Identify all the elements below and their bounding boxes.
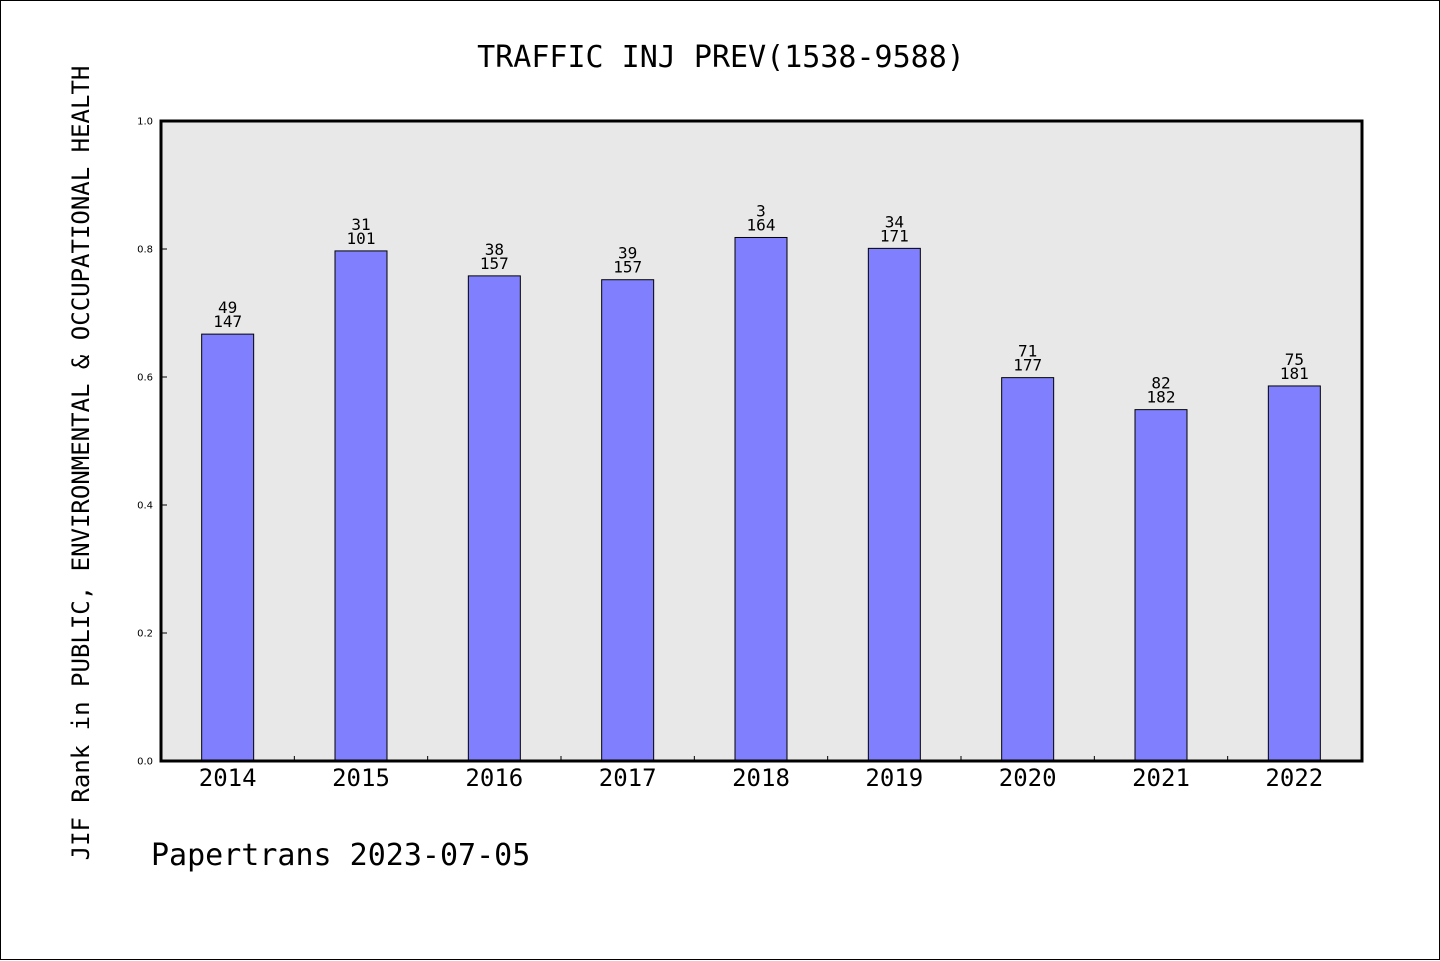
bar-total-label: 164 [747, 215, 776, 234]
x-tick-label: 2018 [732, 764, 790, 792]
bar-rank-label: 82 [1151, 374, 1170, 393]
y-tick-label: 0.6 [137, 373, 153, 384]
x-tick-label: 2016 [465, 764, 523, 792]
bar [867, 247, 921, 762]
bar-total-label: 147 [213, 312, 242, 331]
bar-rank-label: 75 [1285, 350, 1304, 369]
bar-rank-label: 31 [351, 215, 370, 234]
plot-border [159, 119, 1364, 763]
x-tick-label: 2014 [199, 764, 257, 792]
bar-rank-label: 39 [618, 244, 637, 263]
bar-total-label: 181 [1280, 364, 1309, 383]
bar [601, 279, 655, 762]
x-tick-label: 2020 [999, 764, 1057, 792]
bar [734, 236, 788, 762]
x-tick-label: 2021 [1132, 764, 1190, 792]
y-tick-label: 1.0 [137, 117, 153, 128]
bar [467, 275, 521, 762]
bar [1001, 377, 1055, 762]
bar-rank-label: 71 [1018, 342, 1037, 361]
x-tick-label: 2017 [599, 764, 657, 792]
x-tick-label: 2015 [332, 764, 390, 792]
bar-total-label: 157 [480, 254, 509, 273]
bar-rank-label: 38 [485, 240, 504, 259]
bar [201, 333, 255, 762]
bar [334, 250, 388, 762]
y-tick-label: 0.8 [137, 245, 153, 256]
bar-rank-label: 3 [756, 201, 766, 220]
x-tick-label: 2022 [1265, 764, 1323, 792]
bar-total-label: 171 [880, 226, 909, 245]
x-axis-ticks: 2014 2015 2016 2017 2018 2019 2020 2021 2022 [199, 756, 1323, 792]
x-tick-label: 2019 [865, 764, 923, 792]
bar-rank-label: 49 [218, 298, 237, 317]
footer-text: Papertrans 2023-07-05 [151, 838, 530, 873]
y-tick-label: 0.4 [137, 501, 153, 512]
bar-total-label: 101 [347, 229, 376, 248]
bar [1267, 385, 1321, 762]
chart-title: TRAFFIC INJ PREV(1538-9588) [477, 40, 965, 75]
bar-total-label: 177 [1013, 356, 1042, 375]
bar-total-label: 157 [613, 258, 642, 277]
bar-total-label: 182 [1147, 388, 1176, 407]
bar [1134, 409, 1188, 762]
y-tick-label: 0.2 [137, 629, 153, 640]
y-axis-label: JIF Rank in PUBLIC, ENVIRONMENTAL & OCCU… [67, 66, 95, 861]
bar-rank-label: 34 [885, 212, 904, 231]
y-tick-label: 0.0 [137, 757, 153, 768]
